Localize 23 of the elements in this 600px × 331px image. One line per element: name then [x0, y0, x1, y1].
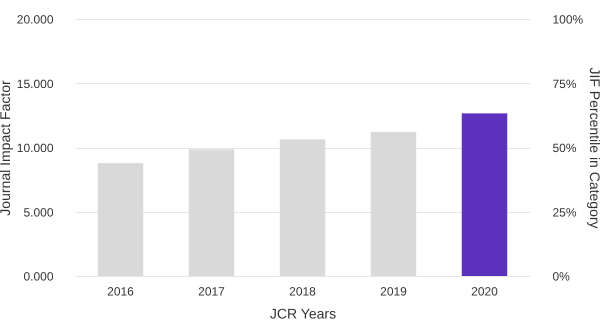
y-tick-label: 20.000 — [16, 12, 54, 26]
bar — [98, 163, 144, 276]
y2-tick-label: 50% — [552, 141, 577, 155]
x-tick-label: 2019 — [380, 284, 408, 298]
y-tick-label: 10.000 — [16, 141, 54, 155]
y2-axis-title: JIF Percentile in Category — [587, 67, 600, 229]
bar — [370, 132, 416, 276]
bar — [188, 149, 234, 276]
x-tick-label: 2020 — [471, 284, 498, 298]
y2-tick-label: 0% — [552, 270, 570, 284]
x-tick-label: 2018 — [289, 284, 316, 298]
y2-tick-label: 75% — [552, 76, 577, 91]
x-axis-title: JCR Years — [270, 306, 336, 322]
bar — [280, 139, 326, 276]
y-tick-label: 0.000 — [23, 270, 54, 284]
y-axis-title: Journal Impact Factor — [0, 80, 13, 216]
y-tick-label: 5.000 — [23, 205, 54, 220]
x-tick-label: 2017 — [198, 284, 226, 298]
y2-tick-label: 25% — [552, 205, 577, 220]
y2-tick-label: 100% — [552, 12, 584, 26]
x-tick-label: 2016 — [107, 284, 134, 298]
y-tick-label: 15.000 — [16, 76, 54, 91]
bar — [462, 113, 508, 276]
